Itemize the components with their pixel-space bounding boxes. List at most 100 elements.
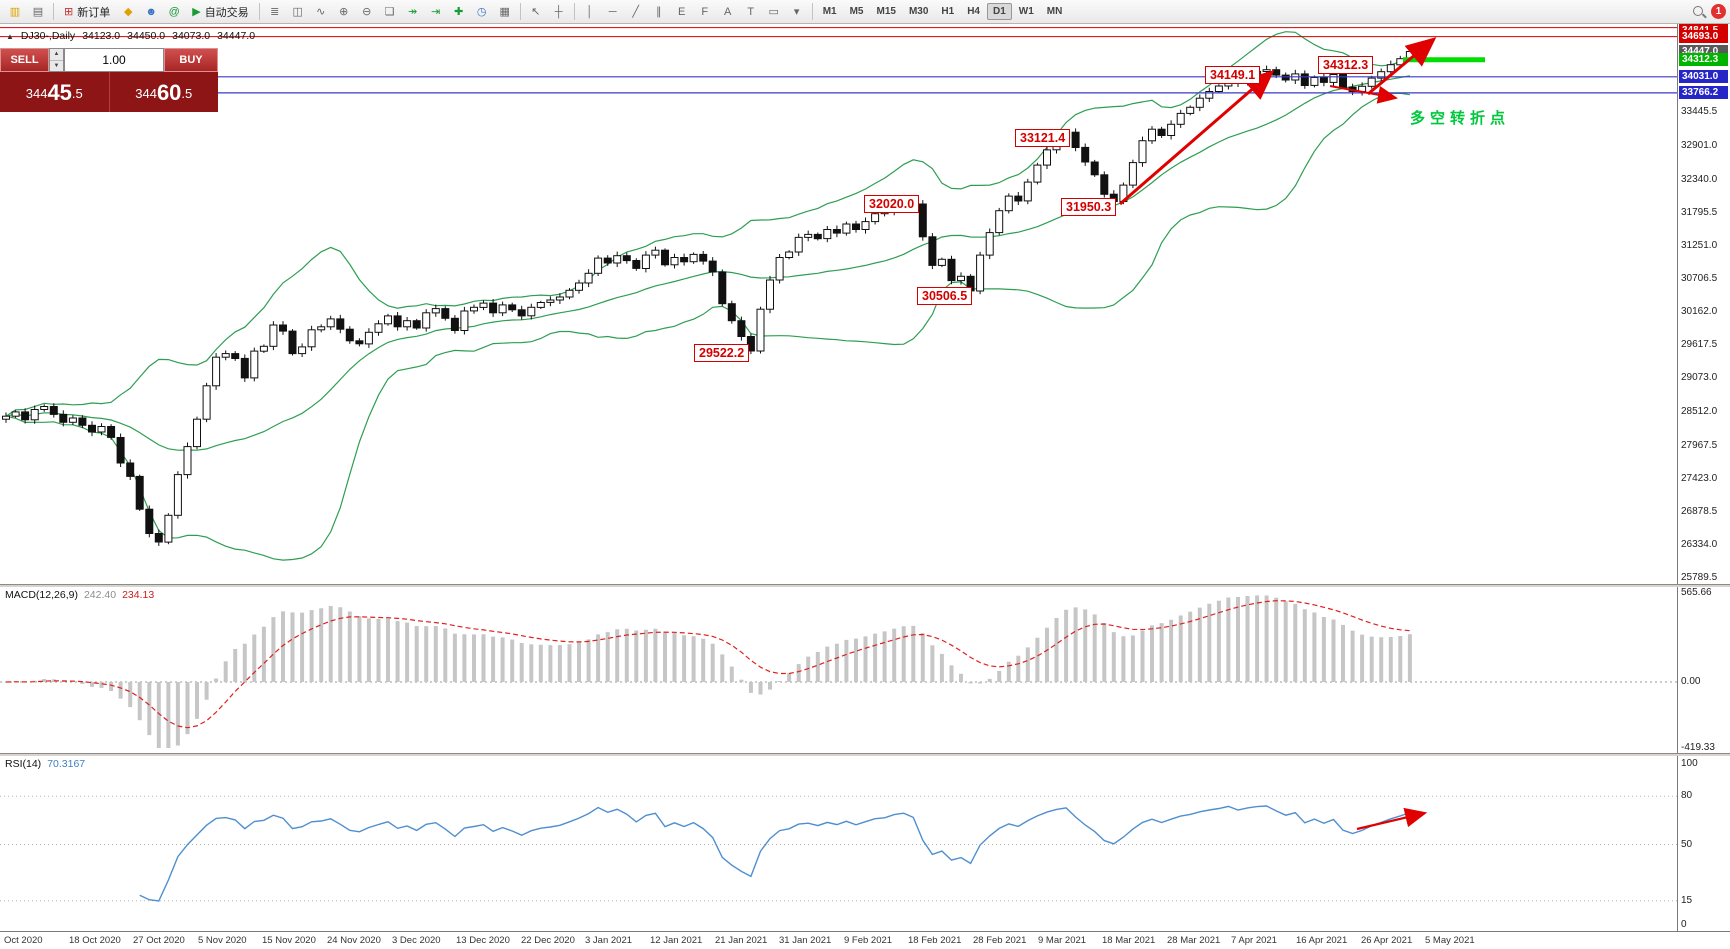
tile-windows-icon[interactable]: ❏ xyxy=(384,6,395,18)
price-annotation[interactable]: 33121.4 xyxy=(1015,129,1071,147)
candle xyxy=(527,306,536,317)
auto-scroll-icon[interactable]: ↠ xyxy=(408,6,418,18)
price-scale[interactable]: 33445.5 32901.0 32340.0 31795.5 31251.0 30706… xyxy=(1677,24,1730,584)
templates-icon[interactable]: ▦ xyxy=(499,6,510,18)
candle xyxy=(97,426,106,433)
date-label: 28 Mar 2021 xyxy=(1167,935,1221,946)
candle xyxy=(1157,128,1166,136)
volume-up-icon[interactable]: ▲ xyxy=(50,49,63,61)
candle xyxy=(995,210,1004,234)
candle xyxy=(1319,77,1328,83)
candle xyxy=(680,257,689,263)
rsi-chart[interactable] xyxy=(0,756,1677,931)
bollinger-upper-band xyxy=(5,31,1411,417)
crosshair-icon[interactable]: ┼ xyxy=(554,5,563,18)
timeframe-d1[interactable]: D1 xyxy=(987,3,1012,20)
price-annotation[interactable]: 34149.1 xyxy=(1205,66,1261,84)
price-annotation[interactable]: 34312.3 xyxy=(1318,56,1374,74)
bar-chart-icon[interactable]: ≣ xyxy=(270,6,280,18)
candle xyxy=(871,213,880,223)
text-tool-icon[interactable]: A xyxy=(724,5,732,18)
periods-icon[interactable]: ◷ xyxy=(476,6,487,18)
volume-input[interactable] xyxy=(64,48,164,72)
price-annotation[interactable]: 32020.0 xyxy=(864,195,920,213)
candle xyxy=(68,417,77,423)
shapes-tool-icon[interactable]: ▭ xyxy=(768,6,779,18)
chart-title: ▲ DJ30-,Daily 34123.0 34450.0 34073.0 34… xyxy=(6,30,255,42)
indicators-icon[interactable]: ✚ xyxy=(454,6,464,18)
channel-tool-icon[interactable]: ∥ xyxy=(655,6,662,18)
timeframe-w1[interactable]: W1 xyxy=(1018,6,1034,17)
metaquotes-icon[interactable]: ◆ xyxy=(123,6,133,18)
label-tool-icon[interactable]: T xyxy=(747,5,755,18)
candle xyxy=(154,533,163,543)
horizontal-line-tool-icon[interactable]: ─ xyxy=(608,5,617,18)
zoom-in-icon[interactable]: ⊕ xyxy=(339,6,349,18)
shapes-dropdown-icon[interactable]: ▾ xyxy=(793,6,800,18)
candle xyxy=(1329,74,1338,83)
trend-arrow[interactable] xyxy=(1119,70,1275,206)
candlestick-chart[interactable] xyxy=(0,24,1677,584)
date-label: 5 May 2021 xyxy=(1425,935,1475,946)
timeframe-h1[interactable]: H1 xyxy=(941,6,955,17)
price-tick: 33445.5 xyxy=(1681,106,1718,117)
price-tick: 26334.0 xyxy=(1681,539,1718,550)
bollinger-middle-band xyxy=(5,75,1411,451)
candle xyxy=(1339,74,1347,88)
elliott-tool-icon[interactable]: E xyxy=(678,5,686,18)
candle xyxy=(813,233,822,240)
turning-point-note[interactable]: 多空转折点 xyxy=(1410,110,1511,127)
timeframe-h4[interactable]: H4 xyxy=(967,6,980,17)
vertical-line-tool-icon[interactable]: │ xyxy=(586,5,594,18)
macd-scale[interactable]: 565.66 0.00 -419.33 xyxy=(1677,587,1730,753)
pane-separator[interactable] xyxy=(0,753,1730,756)
toolbar-separator xyxy=(53,3,54,20)
candle xyxy=(59,413,68,423)
trendline-tool-icon[interactable]: ╱ xyxy=(632,6,639,18)
price-annotation[interactable]: 29522.2 xyxy=(694,344,750,362)
rsi-scale[interactable]: 100 80 50 15 0 xyxy=(1677,756,1730,931)
timeframe-m5[interactable]: M5 xyxy=(849,6,864,17)
trend-arrow[interactable] xyxy=(1367,37,1437,96)
notification-badge[interactable]: 1 xyxy=(1711,4,1726,19)
volume-stepper[interactable]: ▲ ▼ xyxy=(49,48,64,72)
macd-signal-line xyxy=(5,600,1410,729)
mql5-icon[interactable]: @ xyxy=(168,5,180,18)
buy-price-suffix: .5 xyxy=(181,85,193,101)
search-icon[interactable] xyxy=(1691,4,1707,20)
timeframe-m15[interactable]: M15 xyxy=(876,6,896,17)
price-annotation[interactable]: 30506.5 xyxy=(917,287,973,305)
candlestick-chart-icon[interactable]: ◫ xyxy=(292,6,303,18)
rsi-arrow[interactable] xyxy=(1356,807,1428,831)
candle xyxy=(1004,195,1013,212)
candle xyxy=(957,275,965,282)
sell-button[interactable]: SELL xyxy=(0,48,49,72)
sell-price-big: 45 xyxy=(47,80,72,105)
timeframe-m1[interactable]: M1 xyxy=(822,6,837,17)
buy-button[interactable]: BUY xyxy=(164,48,218,72)
candle xyxy=(1272,69,1281,76)
candle xyxy=(1014,195,1023,202)
community-icon[interactable]: ☻ xyxy=(145,5,157,18)
profiles-icon[interactable]: ▤ xyxy=(32,6,44,18)
date-label: 27 Oct 2020 xyxy=(133,935,185,946)
macd-chart[interactable] xyxy=(0,587,1677,753)
new-order-button[interactable]: ⊞ 新订单 xyxy=(58,2,116,22)
main-chart-pane: ▲ DJ30-,Daily 34123.0 34450.0 34073.0 34… xyxy=(0,24,1730,584)
zoom-out-icon[interactable]: ⊖ xyxy=(362,6,372,18)
price-level-badge: 34693.0 xyxy=(1679,30,1728,43)
volume-down-icon[interactable]: ▼ xyxy=(53,62,60,69)
price-annotation[interactable]: 31950.3 xyxy=(1061,198,1117,216)
time-axis[interactable]: Oct 2020 18 Oct 2020 27 Oct 2020 5 Nov 2020… xyxy=(0,931,1730,949)
timeframe-m30[interactable]: M30 xyxy=(908,6,929,17)
new-chart-icon[interactable]: ▥ xyxy=(9,6,21,18)
pane-separator[interactable] xyxy=(0,584,1730,587)
fibonacci-tool-icon[interactable]: F xyxy=(701,5,709,18)
timeframe-mn[interactable]: MN xyxy=(1046,6,1063,17)
trend-arrow[interactable] xyxy=(1329,85,1398,104)
cursor-icon[interactable]: ↖ xyxy=(531,6,541,18)
chart-shift-icon[interactable]: ⇥ xyxy=(431,6,441,18)
autotrading-button[interactable]: ▶ 自动交易 xyxy=(186,2,254,22)
candle xyxy=(1377,71,1386,79)
line-chart-icon[interactable]: ∿ xyxy=(316,6,326,18)
